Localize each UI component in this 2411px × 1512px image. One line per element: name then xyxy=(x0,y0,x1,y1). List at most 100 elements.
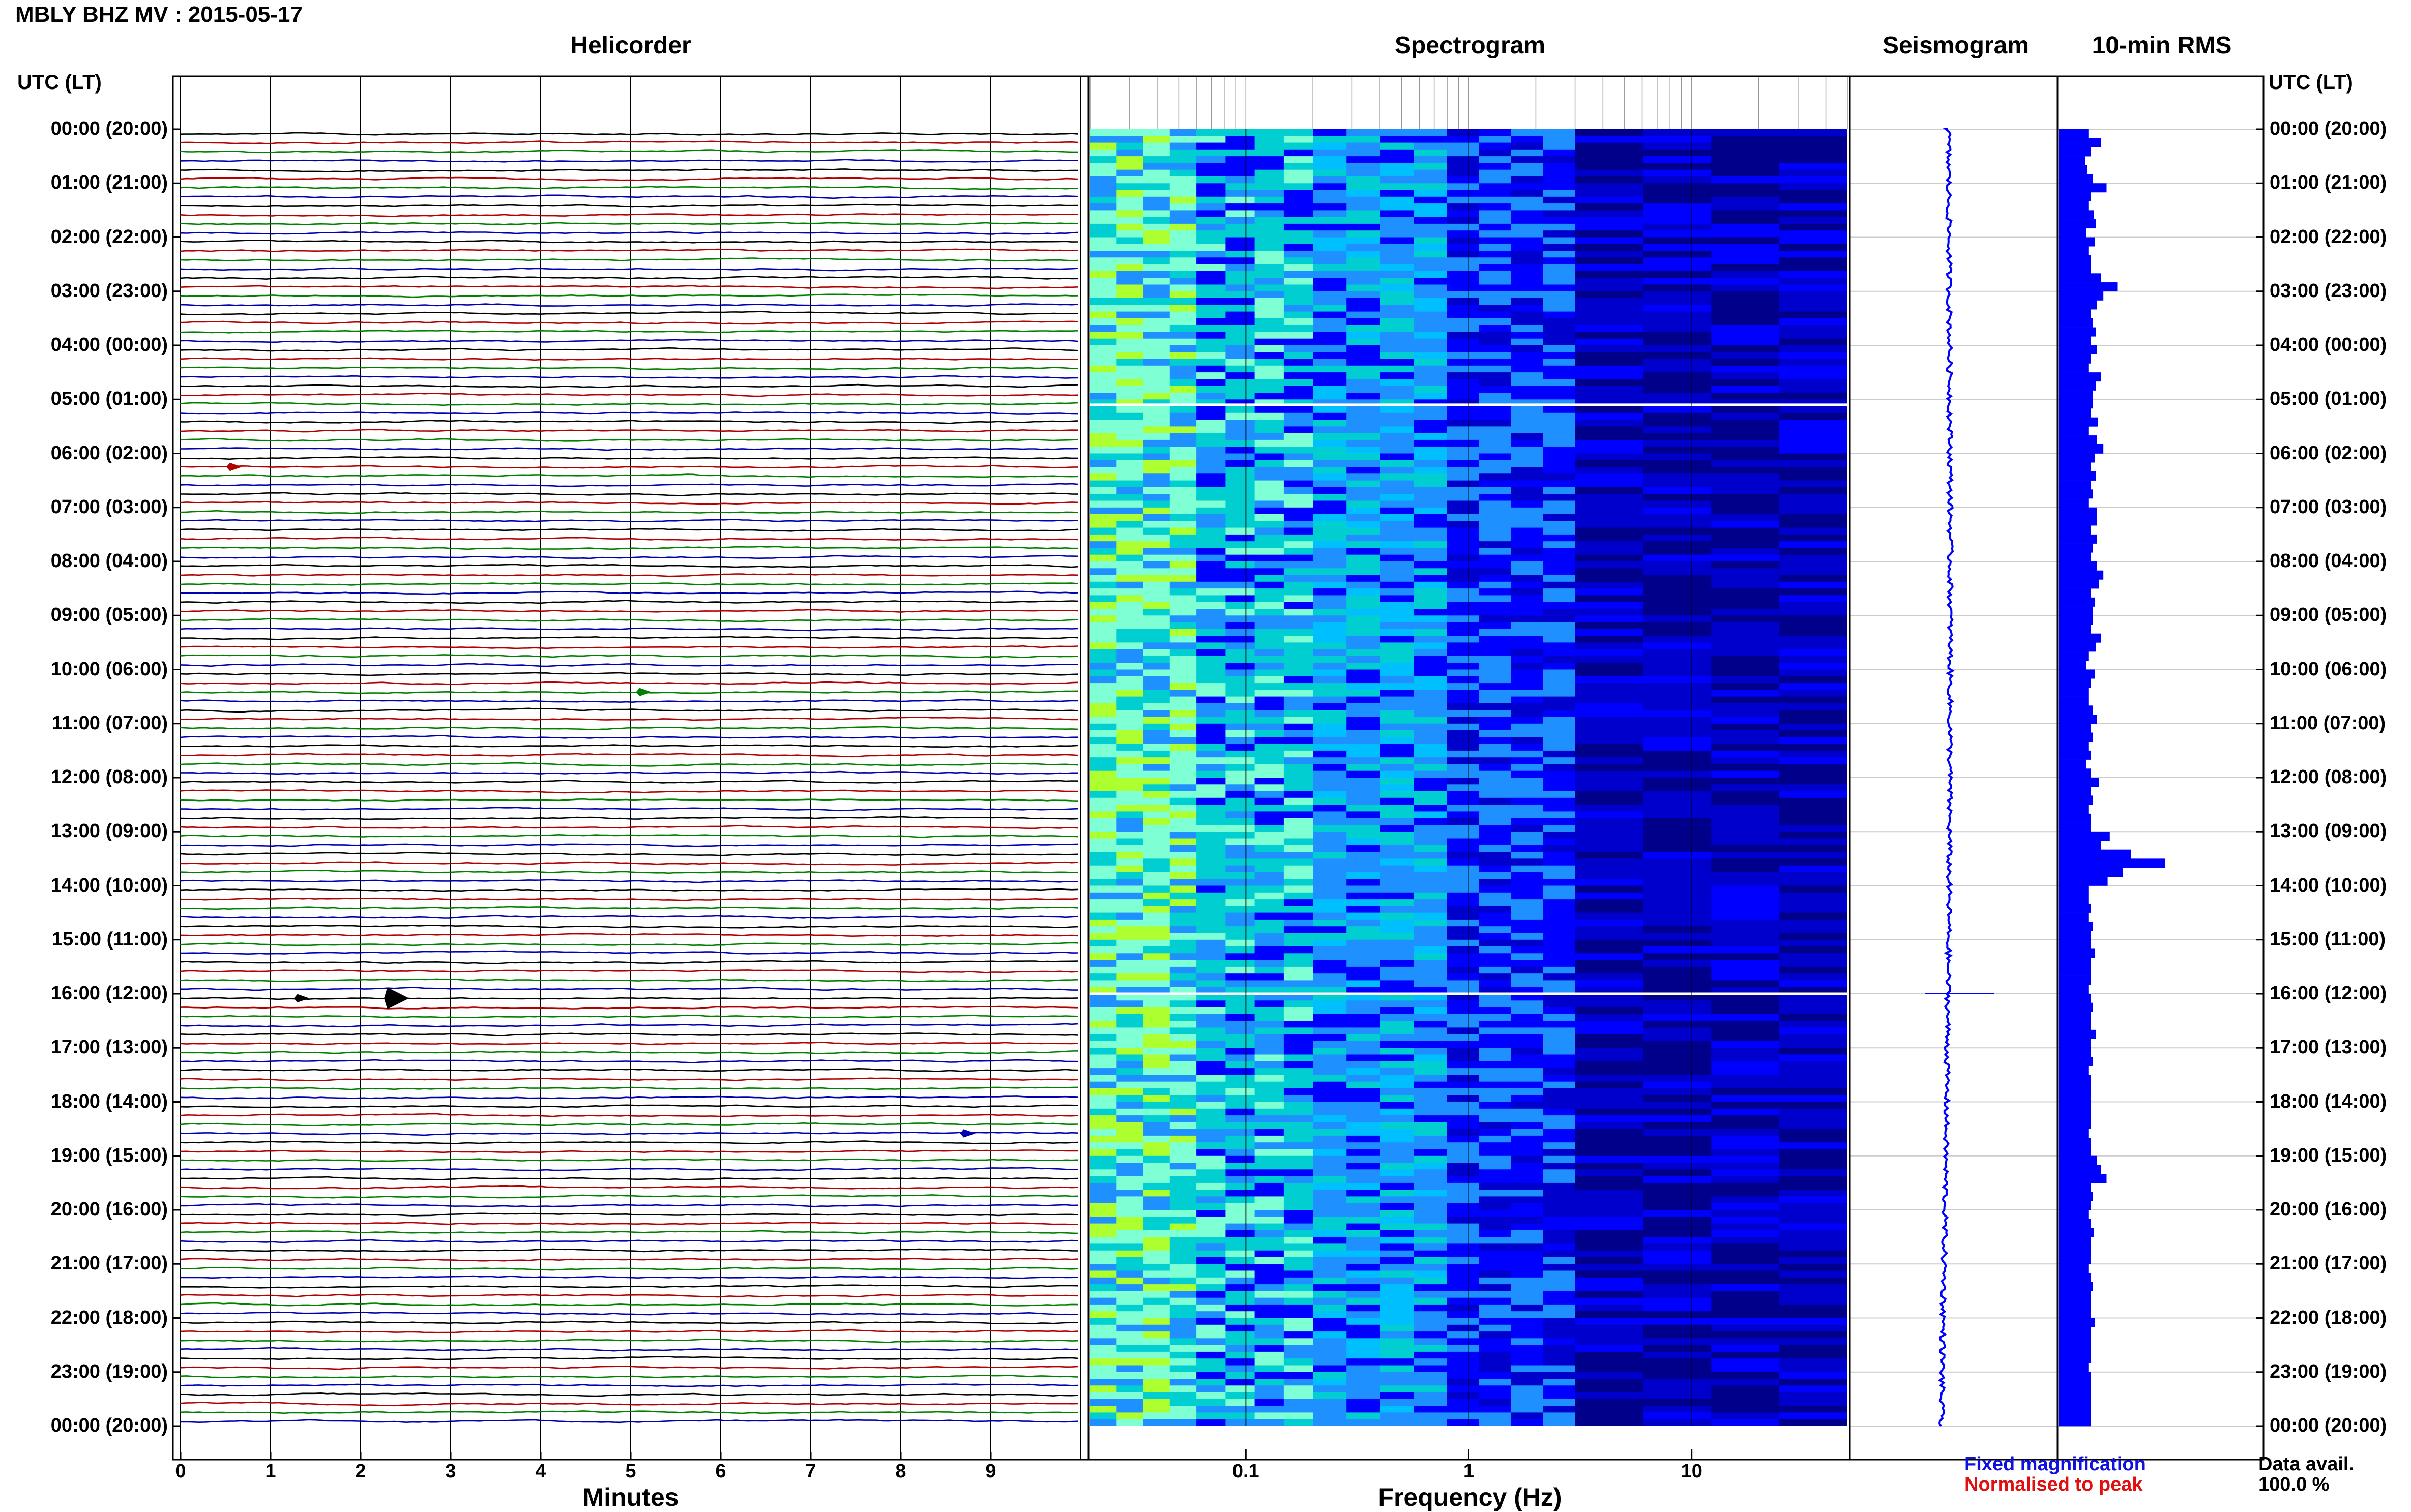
spectrogram-cell xyxy=(1196,730,1226,737)
spectrogram-cell xyxy=(1090,1196,1118,1204)
spectrogram-cell xyxy=(1090,500,1118,508)
spectrogram-cell xyxy=(1711,912,1780,920)
spectrogram-cell xyxy=(1711,973,1780,981)
spectrogram-cell xyxy=(1090,264,1118,272)
spectrogram-cell xyxy=(1116,203,1144,211)
spectrogram-cell xyxy=(1380,919,1415,927)
spectrogram-cell xyxy=(1346,156,1381,163)
spectrogram-cell xyxy=(1116,703,1144,710)
spectrogram-cell xyxy=(1380,149,1415,157)
right-ytick-label: 00:00 (20:00) xyxy=(2270,1415,2387,1436)
spectrogram-cell xyxy=(1711,690,1780,697)
spectrogram-cell xyxy=(1346,1392,1381,1400)
spectrogram-cell xyxy=(1196,271,1226,278)
spectrogram-cell xyxy=(1380,291,1415,299)
left-axis-label: UTC (LT) xyxy=(17,71,102,94)
spectrogram-cell xyxy=(1254,1331,1284,1339)
spectrogram-cell xyxy=(1090,1331,1118,1339)
spectrogram-cell xyxy=(1283,548,1314,555)
spectrogram-cell xyxy=(1779,1075,1847,1082)
spectrogram-cell xyxy=(1479,1372,1512,1379)
helicorder-trace xyxy=(180,663,1078,667)
spectrogram-cell xyxy=(1779,190,1847,197)
spectrogram-cell xyxy=(1090,791,1118,798)
spectrogram-cell xyxy=(1380,507,1415,515)
helicorder-trace xyxy=(180,1176,1078,1180)
spectrogram-cell xyxy=(1143,237,1170,245)
spectrogram-cell xyxy=(1225,994,1255,1001)
spectrogram-cell xyxy=(1380,1088,1415,1095)
spectrogram-cell xyxy=(1414,622,1448,630)
spectrogram-cell xyxy=(1380,865,1415,873)
spectrogram-cell xyxy=(1543,960,1576,967)
spectrogram-cell xyxy=(1779,359,1847,366)
spectrogram-cell xyxy=(1447,1250,1480,1258)
spectrogram-cell xyxy=(1283,960,1314,967)
spectrogram-cell xyxy=(1116,1250,1144,1258)
spectrogram-cell xyxy=(1575,710,1644,718)
spectrogram-cell xyxy=(1090,1365,1118,1373)
helicorder-trace xyxy=(180,383,1078,388)
spectrogram-cell xyxy=(1116,1345,1144,1352)
spectrogram-cell xyxy=(1779,885,1847,893)
spectrogram-cell xyxy=(1116,1014,1144,1021)
helicorder-trace xyxy=(180,1167,1078,1171)
spectrogram-cell xyxy=(1711,129,1780,136)
spectrogram-cell xyxy=(1447,865,1480,873)
spectrogram-cell xyxy=(1643,521,1712,528)
spectrogram-cell xyxy=(1479,1163,1512,1170)
spectrogram-cell xyxy=(1380,1351,1415,1359)
spectrogram-cell xyxy=(1447,912,1480,920)
spectrogram-cell xyxy=(1313,521,1347,528)
spectrogram-cell xyxy=(1779,514,1847,521)
spectrogram-cell xyxy=(1225,264,1255,272)
spectrogram-cell xyxy=(1643,797,1712,805)
spectrogram-cell xyxy=(1196,717,1226,724)
spectrogram-cell xyxy=(1090,784,1118,792)
spectrogram-cell xyxy=(1380,359,1415,366)
spectrogram-cell xyxy=(1283,237,1314,245)
spectrogram-cell xyxy=(1254,987,1284,994)
helicorder-trace xyxy=(180,987,1078,991)
spectrogram-cell xyxy=(1643,203,1712,211)
spectrogram-cell xyxy=(1346,359,1381,366)
spectrogram-cell xyxy=(1779,1007,1847,1015)
spectrogram-cell xyxy=(1346,1021,1381,1028)
spectrogram-cell xyxy=(1380,723,1415,731)
spectrogram-cell xyxy=(1090,703,1118,710)
spectrogram-cell xyxy=(1643,730,1712,737)
spectrogram-cell xyxy=(1196,1196,1226,1204)
spectrogram-cell xyxy=(1380,717,1415,724)
spectrogram-cell xyxy=(1196,636,1226,643)
spectrogram-cell xyxy=(1479,1027,1512,1035)
spectrogram-cell xyxy=(1479,1230,1512,1237)
spectrogram-cell xyxy=(1283,264,1314,272)
spectrogram-cell xyxy=(1479,1385,1512,1393)
spectrogram-cell xyxy=(1090,1169,1118,1177)
spectrogram-cell xyxy=(1575,1142,1644,1150)
spectrogram-cell xyxy=(1643,791,1712,798)
helicorder-trace xyxy=(180,897,1078,901)
spectrogram-cell xyxy=(1380,885,1415,893)
spectrogram-cell xyxy=(1380,575,1415,582)
spectrogram-cell xyxy=(1283,1291,1314,1298)
spectrogram-cell xyxy=(1090,412,1118,420)
spectrogram-cell xyxy=(1479,1041,1512,1048)
spectrogram-cell xyxy=(1116,1210,1144,1217)
helicorder-trace xyxy=(180,1383,1078,1387)
spectrogram-cell xyxy=(1414,1176,1448,1183)
spectrogram-cell xyxy=(1116,858,1144,866)
spectrogram-cell xyxy=(1414,1243,1448,1251)
spectrogram-cell xyxy=(1225,217,1255,224)
spectrogram-cell xyxy=(1711,595,1780,603)
spectrogram-cell xyxy=(1313,345,1347,352)
spectrogram-cell xyxy=(1575,473,1644,481)
spectrogram-cell xyxy=(1169,899,1197,906)
spectrogram-cell xyxy=(1643,129,1712,136)
spectrogram-cell xyxy=(1313,649,1347,657)
spectrogram-cell xyxy=(1380,1331,1415,1339)
spectrogram-cell xyxy=(1116,581,1144,589)
spectrogram-cell xyxy=(1169,494,1197,501)
spectrogram-cell xyxy=(1196,1034,1226,1042)
spectrogram-cell xyxy=(1169,770,1197,778)
